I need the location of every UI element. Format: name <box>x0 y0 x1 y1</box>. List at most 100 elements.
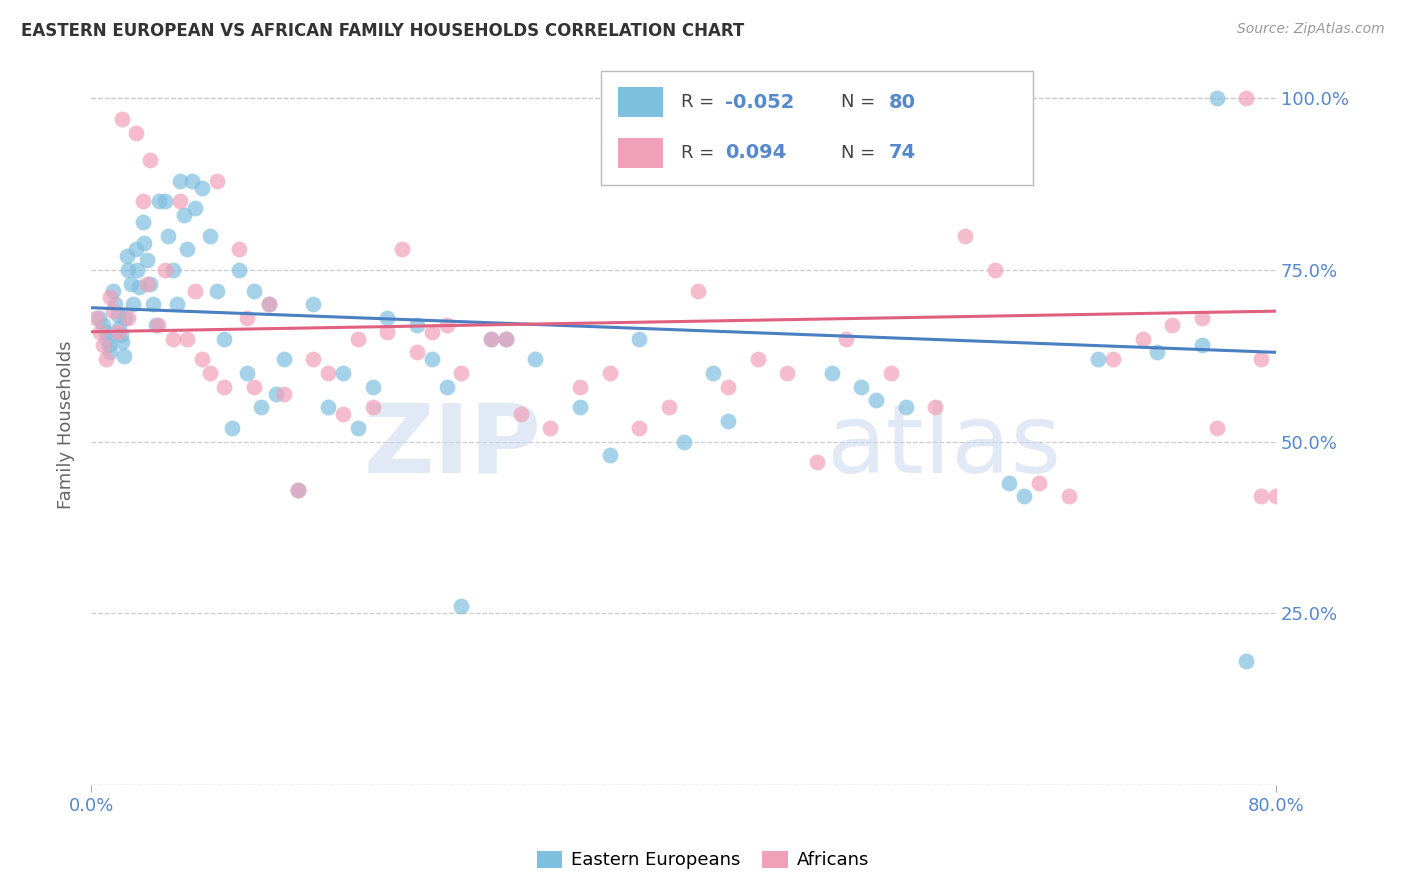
Point <box>100 345 122 359</box>
Point <box>121 297 143 311</box>
Point <box>998 475 1021 490</box>
Point <box>136 252 159 267</box>
Legend: Eastern Europeans, Africans: Eastern Europeans, Africans <box>529 842 877 879</box>
Point <box>702 366 724 380</box>
Point <box>924 401 946 415</box>
Point <box>1250 490 1272 504</box>
Point <box>176 243 198 257</box>
Text: N =: N = <box>841 94 882 112</box>
Point <box>184 201 207 215</box>
Point <box>103 284 125 298</box>
Point <box>166 297 188 311</box>
Point <box>198 366 221 380</box>
Text: N =: N = <box>841 144 882 161</box>
Point <box>377 325 399 339</box>
FancyBboxPatch shape <box>600 71 1033 186</box>
Point <box>198 228 221 243</box>
Point <box>89 325 111 339</box>
Point <box>136 277 159 291</box>
Point <box>84 311 107 326</box>
Point <box>112 349 135 363</box>
Point <box>332 407 354 421</box>
Text: 74: 74 <box>889 144 915 162</box>
Point <box>628 332 651 346</box>
Point <box>747 352 769 367</box>
Point <box>287 483 309 497</box>
Point <box>145 318 167 332</box>
Point <box>134 235 156 250</box>
Point <box>91 338 114 352</box>
Point <box>717 379 740 393</box>
Point <box>97 338 120 352</box>
Point <box>1102 352 1125 367</box>
Point <box>235 366 257 380</box>
Point <box>1205 91 1227 105</box>
Point <box>1132 332 1154 346</box>
Point <box>568 401 591 415</box>
Point <box>176 332 198 346</box>
Point <box>139 277 162 291</box>
Point <box>180 174 202 188</box>
Point <box>157 228 180 243</box>
Point <box>273 386 295 401</box>
Point <box>169 174 191 188</box>
Point <box>717 414 740 428</box>
Point <box>479 332 502 346</box>
Point <box>235 311 257 326</box>
Point <box>169 194 191 209</box>
Point <box>111 112 134 126</box>
Point <box>107 325 129 339</box>
Point <box>406 345 429 359</box>
Point <box>391 243 413 257</box>
Point <box>110 328 132 343</box>
Point <box>124 243 146 257</box>
Point <box>1205 421 1227 435</box>
Point <box>139 153 162 168</box>
Point <box>302 352 325 367</box>
Point <box>776 366 799 380</box>
Point <box>316 401 339 415</box>
Point <box>132 194 155 209</box>
Point <box>361 401 384 415</box>
Point <box>436 379 458 393</box>
Point <box>228 243 250 257</box>
Point <box>257 297 280 311</box>
Point <box>173 208 195 222</box>
Point <box>243 379 266 393</box>
Point <box>146 318 169 332</box>
Point <box>835 332 858 346</box>
Point <box>87 311 110 326</box>
Point <box>1012 490 1035 504</box>
Text: atlas: atlas <box>825 400 1062 492</box>
Text: R =: R = <box>681 144 725 161</box>
Point <box>115 249 138 263</box>
Point <box>1028 475 1050 490</box>
Point <box>94 352 117 367</box>
Point <box>214 332 236 346</box>
Point <box>628 421 651 435</box>
Point <box>361 379 384 393</box>
Point <box>568 379 591 393</box>
Point <box>191 180 214 194</box>
Point <box>124 126 146 140</box>
Point <box>406 318 429 332</box>
Point <box>264 386 287 401</box>
Point <box>205 284 228 298</box>
Point <box>672 434 695 449</box>
Point <box>495 332 517 346</box>
Y-axis label: Family Households: Family Households <box>58 340 75 508</box>
Point <box>346 332 368 346</box>
Point <box>228 263 250 277</box>
Point <box>953 228 976 243</box>
Point <box>257 297 280 311</box>
Point <box>117 311 139 326</box>
Point <box>524 352 547 367</box>
Point <box>132 215 155 229</box>
Point <box>880 366 903 380</box>
Point <box>436 318 458 332</box>
Point <box>983 263 1005 277</box>
Point <box>162 263 184 277</box>
Point <box>377 311 399 326</box>
FancyBboxPatch shape <box>619 137 664 168</box>
Point <box>450 366 472 380</box>
